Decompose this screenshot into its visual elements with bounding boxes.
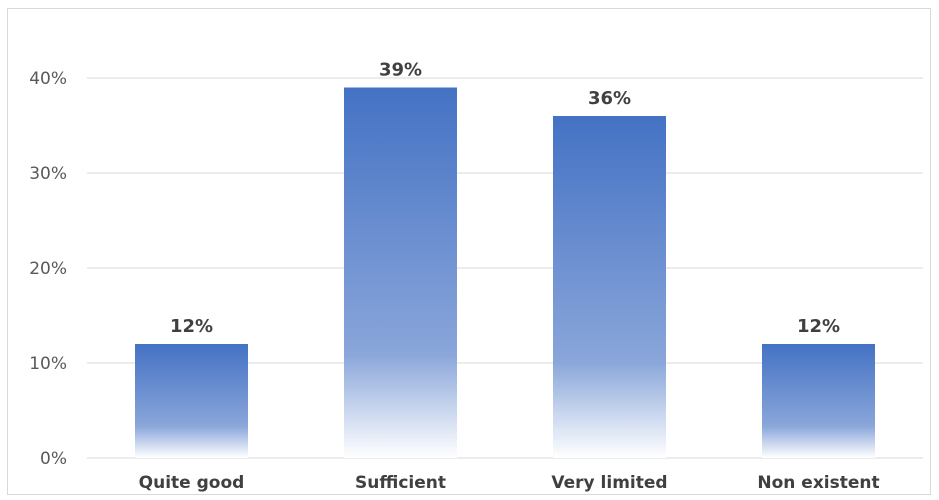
y-tick-label: 20% [29, 259, 67, 279]
category-label: Non existent [757, 473, 879, 493]
data-label: 36% [588, 88, 631, 109]
y-axis-ticks: 0% 10% 20% 30% 40% [29, 69, 67, 469]
bars [135, 87, 875, 458]
bar-sufficient [344, 87, 457, 458]
x-axis-categories: Quite good Sufficient Very limited Non exis… [139, 473, 880, 493]
category-label: Very limited [551, 473, 667, 493]
y-tick-label: 0% [40, 449, 67, 469]
category-label: Quite good [139, 473, 245, 493]
data-label: 12% [797, 316, 840, 337]
y-tick-label: 10% [29, 354, 67, 374]
bar-very-limited [553, 116, 666, 458]
bar-quite-good [135, 344, 248, 458]
data-label: 12% [170, 316, 213, 337]
category-label: Sufficient [355, 473, 446, 493]
data-label: 39% [379, 60, 422, 81]
y-tick-label: 30% [29, 164, 67, 184]
y-tick-label: 40% [29, 69, 67, 89]
data-labels: 12% 39% 36% 12% [170, 60, 840, 338]
bar-non-existent [762, 344, 875, 458]
